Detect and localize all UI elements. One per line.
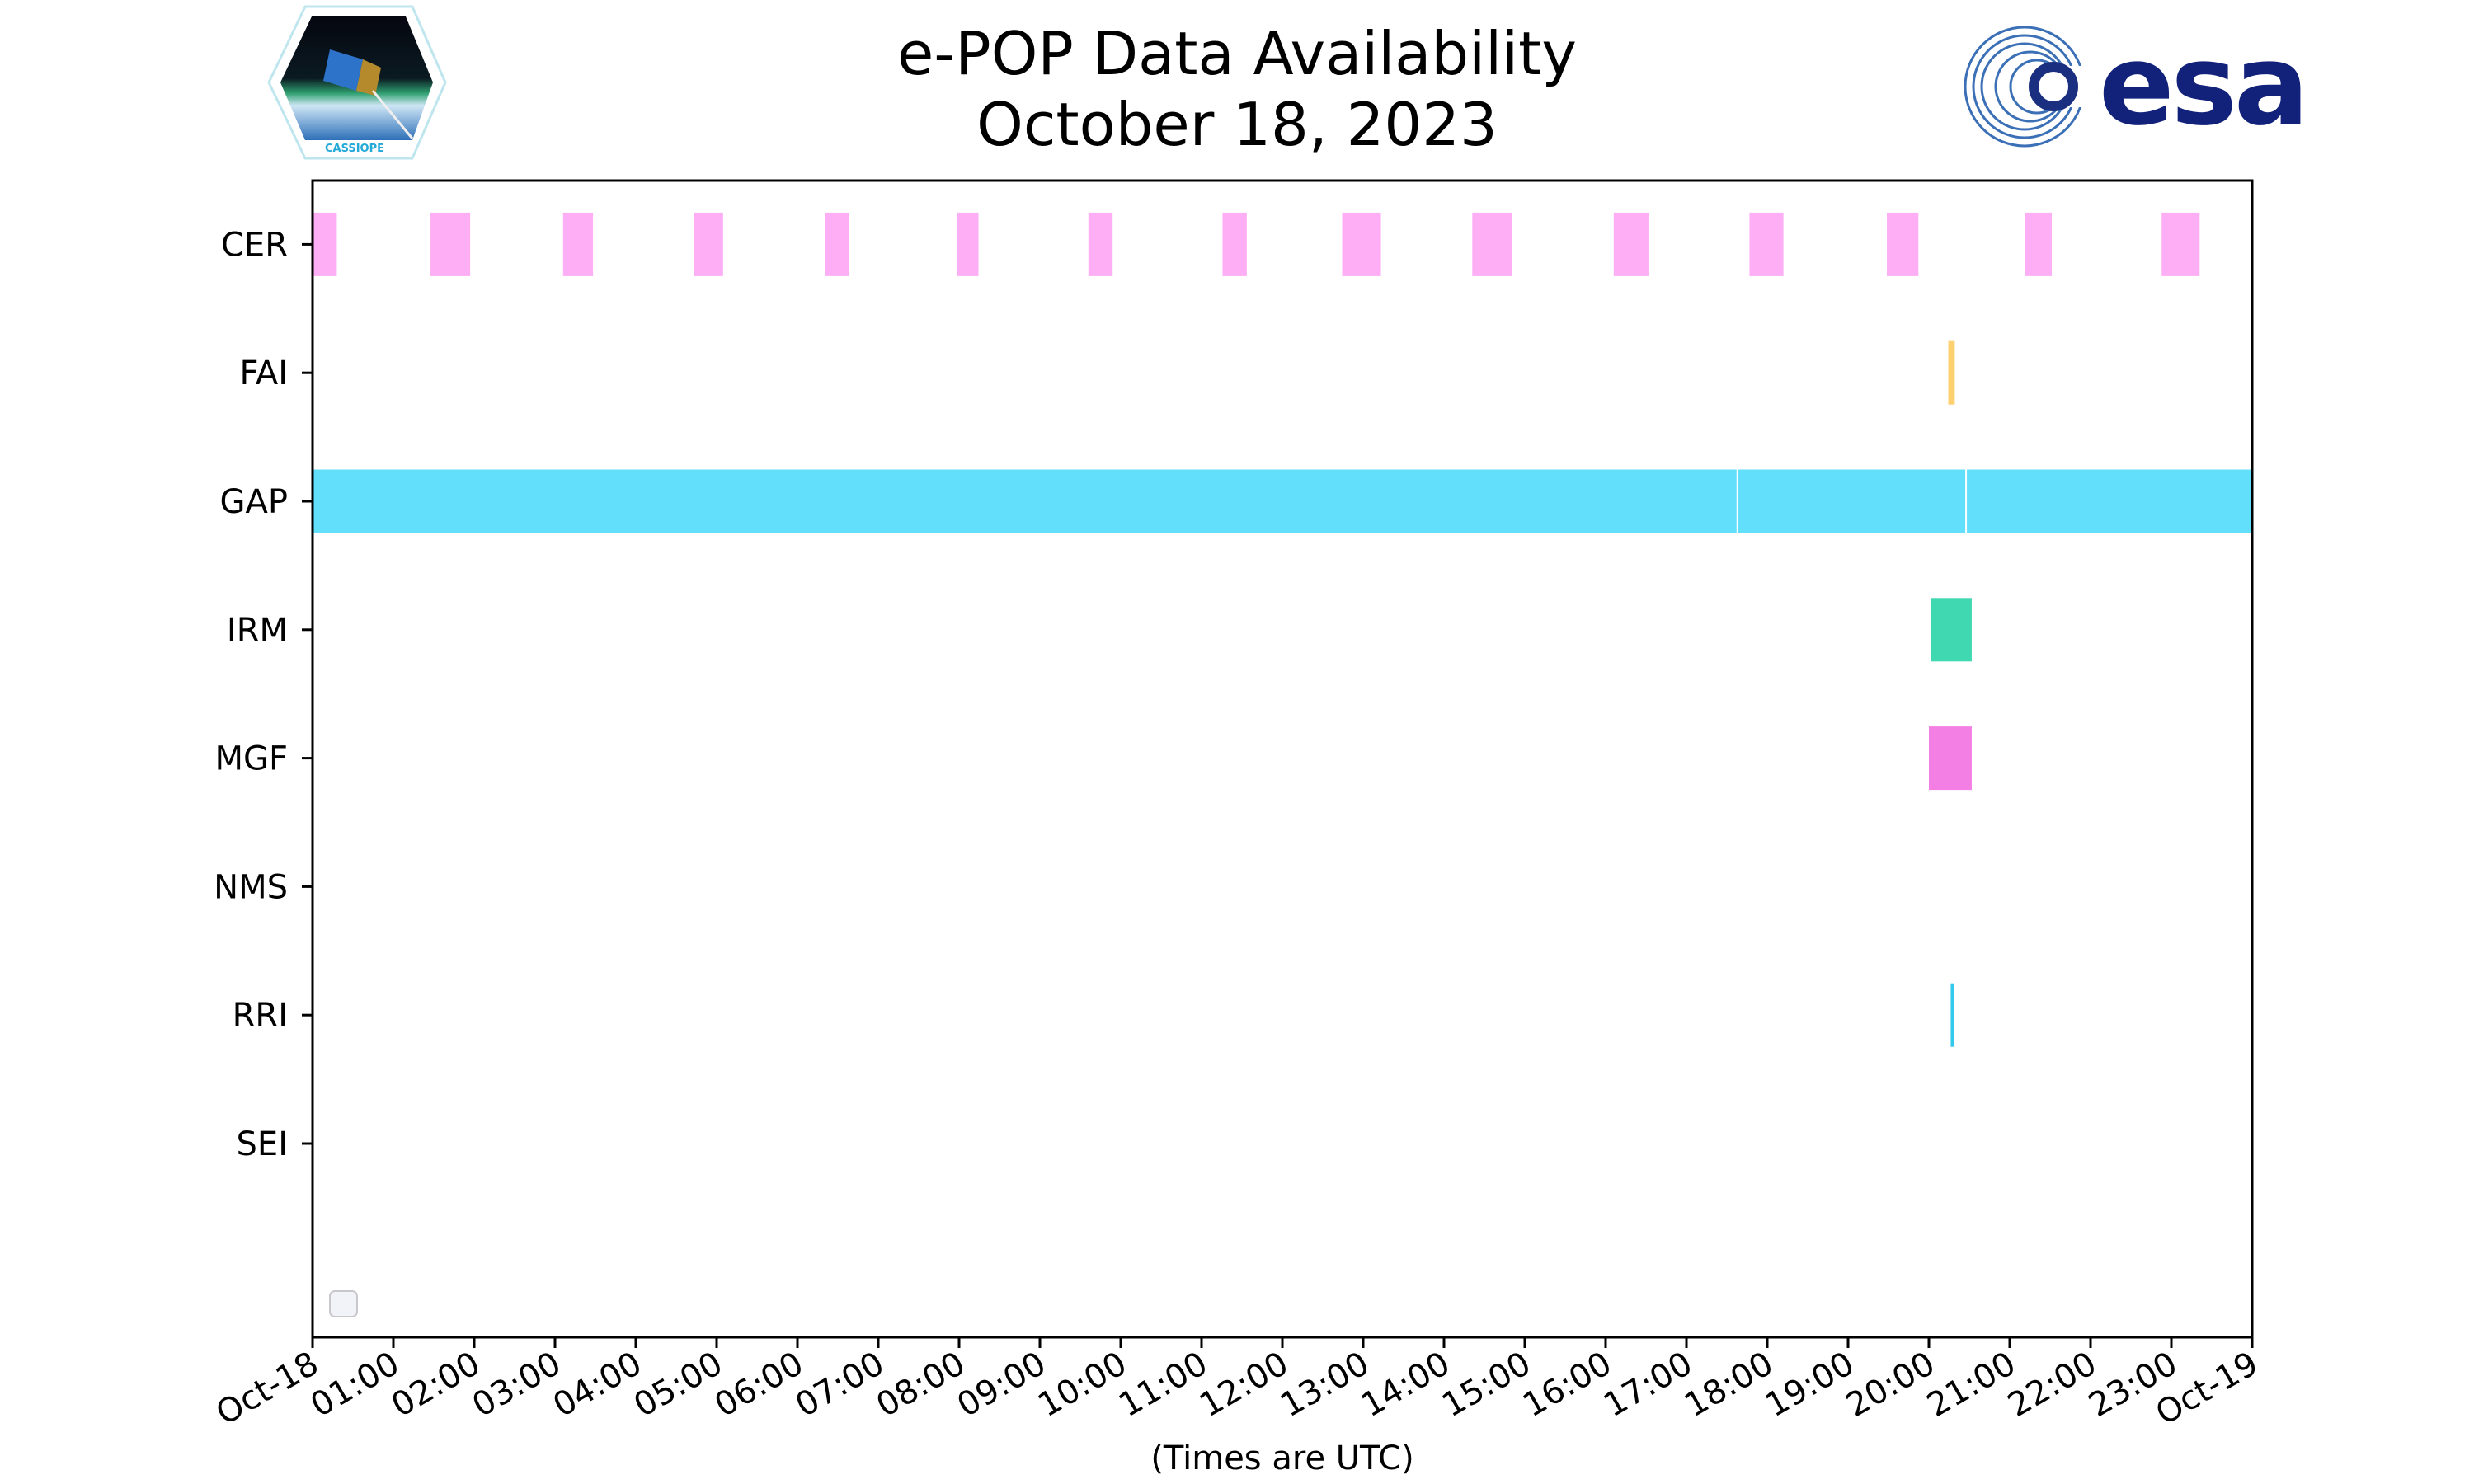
x-tick-label: 11:00 bbox=[1112, 1345, 1214, 1425]
x-tick-label: 04:00 bbox=[547, 1345, 648, 1425]
y-tick-label: GAP bbox=[220, 483, 288, 521]
bar-cer bbox=[2025, 212, 2052, 276]
x-tick-label: 15:00 bbox=[1436, 1345, 1537, 1425]
bar-cer bbox=[1749, 212, 1784, 276]
x-tick-label: 22:00 bbox=[2001, 1345, 2103, 1425]
logos: CASSIOPE esa bbox=[267, 5, 2309, 160]
bar-gap bbox=[1967, 469, 2252, 533]
bar-mgf bbox=[1929, 726, 1972, 791]
bar-cer bbox=[1887, 212, 1919, 276]
x-tick-label: 03:00 bbox=[466, 1345, 567, 1425]
x-tick-label: 17:00 bbox=[1597, 1345, 1699, 1425]
svg-text:CASSIOPE: CASSIOPE bbox=[325, 143, 384, 155]
bars bbox=[313, 212, 2252, 1047]
bar-cer bbox=[825, 212, 849, 276]
x-tick-label: Oct-18 bbox=[210, 1345, 325, 1433]
x-tick-label: 06:00 bbox=[708, 1345, 810, 1425]
y-tick-label: RRI bbox=[233, 997, 288, 1035]
x-tick-label: 10:00 bbox=[1032, 1345, 1133, 1425]
esa-logo: esa bbox=[1964, 21, 2309, 150]
y-tick-label: IRM bbox=[227, 612, 288, 650]
bar-cer bbox=[1222, 212, 1247, 276]
chart-title: e-POP Data Availability October 18, 2023 bbox=[0, 18, 2474, 160]
title-line-2: October 18, 2023 bbox=[976, 90, 1498, 159]
bar-cer bbox=[313, 212, 337, 276]
legend-box bbox=[329, 1290, 358, 1317]
y-axis: CER FAI GAP IRM MGF NMS RRI SEI bbox=[214, 226, 313, 1163]
bar-gap bbox=[1738, 469, 1966, 533]
y-tick-label: FAI bbox=[240, 355, 289, 392]
x-tick-label: 14:00 bbox=[1355, 1345, 1456, 1425]
x-axis-label: (Times are UTC) bbox=[1150, 1439, 1413, 1477]
bar-cer bbox=[430, 212, 471, 276]
x-tick-label: 16:00 bbox=[1517, 1345, 1618, 1425]
x-axis: Oct-1801:0002:0003:0004:0005:0006:0007:0… bbox=[210, 1337, 2265, 1433]
y-tick-label: MGF bbox=[214, 740, 288, 778]
x-tick-label: 13:00 bbox=[1274, 1345, 1376, 1425]
bar-cer bbox=[1088, 212, 1113, 276]
x-tick-label: 08:00 bbox=[870, 1345, 971, 1425]
x-tick-label: 02:00 bbox=[385, 1345, 487, 1425]
bar-rri bbox=[1950, 983, 1954, 1047]
bar-cer bbox=[957, 212, 979, 276]
x-tick-label: 19:00 bbox=[1759, 1345, 1860, 1425]
cassiope-logo: CASSIOPE bbox=[267, 5, 447, 160]
bar-cer bbox=[1342, 212, 1381, 276]
bar-cer bbox=[2161, 212, 2200, 276]
x-tick-label: 21:00 bbox=[1921, 1345, 2022, 1425]
esa-swirl-icon bbox=[1964, 26, 2091, 148]
x-tick-label: 18:00 bbox=[1678, 1345, 1780, 1425]
x-tick-label: 12:00 bbox=[1193, 1345, 1295, 1425]
x-tick-label: 01:00 bbox=[304, 1345, 406, 1425]
svg-text:esa: esa bbox=[2099, 21, 2306, 150]
x-tick-label: 05:00 bbox=[628, 1345, 729, 1425]
satellite-icon bbox=[323, 49, 414, 139]
bar-cer bbox=[562, 212, 594, 276]
bar-cer bbox=[1472, 212, 1512, 276]
bar-cer bbox=[694, 212, 723, 276]
bar-cer bbox=[1613, 212, 1649, 276]
y-tick-label: CER bbox=[221, 226, 288, 264]
bar-gap bbox=[313, 469, 1737, 533]
y-tick-label: SEI bbox=[237, 1125, 288, 1163]
bar-fai bbox=[1948, 340, 1955, 405]
x-tick-label: 20:00 bbox=[1840, 1345, 1941, 1425]
title-line-1: e-POP Data Availability bbox=[897, 19, 1577, 88]
x-tick-label: 09:00 bbox=[951, 1345, 1052, 1425]
x-tick-label: 07:00 bbox=[789, 1345, 891, 1425]
y-tick-label: NMS bbox=[214, 868, 288, 906]
bar-irm bbox=[1931, 598, 1972, 662]
